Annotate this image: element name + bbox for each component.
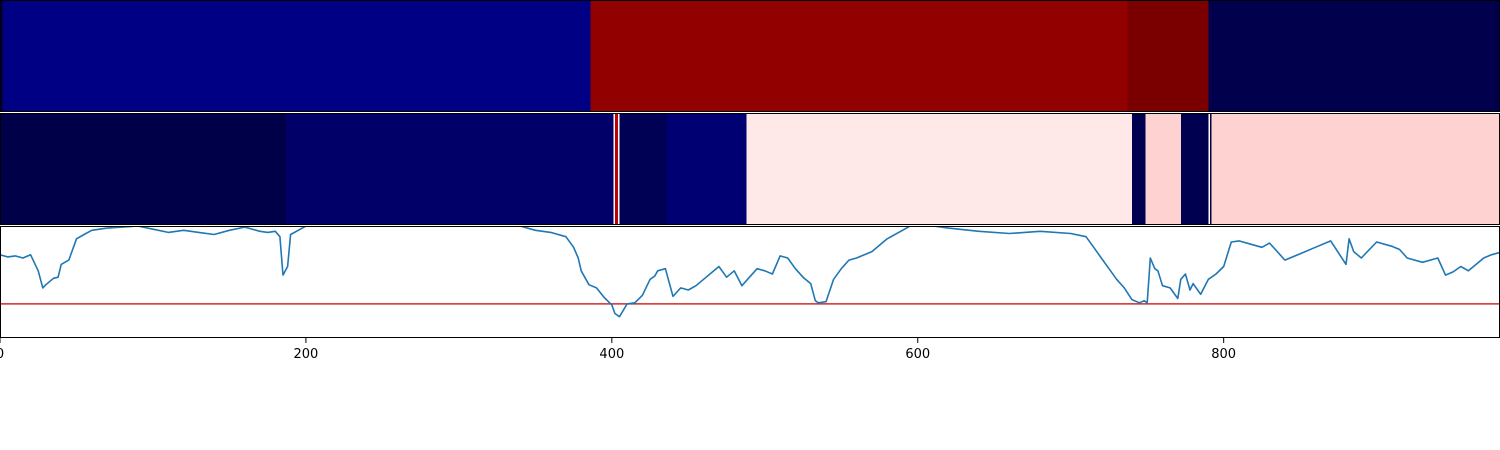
top-band-cell-0 — [0, 0, 4, 112]
middle-band-cell-4 — [617, 113, 620, 225]
middle-band-cell-0 — [0, 113, 287, 225]
top-band-cell-4 — [1208, 0, 1499, 112]
top-heatmap-band — [0, 0, 1500, 112]
signal-series-line-0 — [0, 226, 1500, 318]
middle-band-cell-5 — [619, 113, 667, 225]
middle-band-cell-9 — [1145, 113, 1181, 225]
x-tick-label-600: 600 — [905, 347, 930, 362]
top-band-cell-1 — [3, 0, 591, 112]
signal-line-panel — [0, 226, 1500, 338]
x-tick-label-0: 0 — [0, 347, 4, 362]
middle-band-cell-2 — [613, 113, 615, 225]
x-axis: 0 200 400 600 800 — [0, 338, 1236, 362]
top-band-cell-2 — [590, 0, 1128, 112]
middle-band-cell-13 — [1211, 113, 1499, 225]
top-band-cell-3 — [1127, 0, 1209, 112]
middle-band-cell-12 — [1209, 113, 1212, 225]
middle-band-cell-10 — [1180, 113, 1209, 225]
middle-band-cell-6 — [666, 113, 747, 225]
middle-band-cell-3 — [614, 113, 618, 225]
x-tick-label-200: 200 — [294, 347, 319, 362]
signal-background — [0, 226, 1500, 338]
middle-heatmap-band — [0, 113, 1500, 225]
x-tick-label-800: 800 — [1211, 347, 1236, 362]
middle-band-cell-7 — [746, 113, 1132, 225]
middle-band-cell-1 — [286, 113, 614, 225]
signal-plot-area — [0, 226, 1500, 318]
x-tick-label-400: 400 — [599, 347, 624, 362]
middle-band-cell-11 — [1208, 113, 1210, 225]
middle-band-cell-8 — [1131, 113, 1146, 225]
